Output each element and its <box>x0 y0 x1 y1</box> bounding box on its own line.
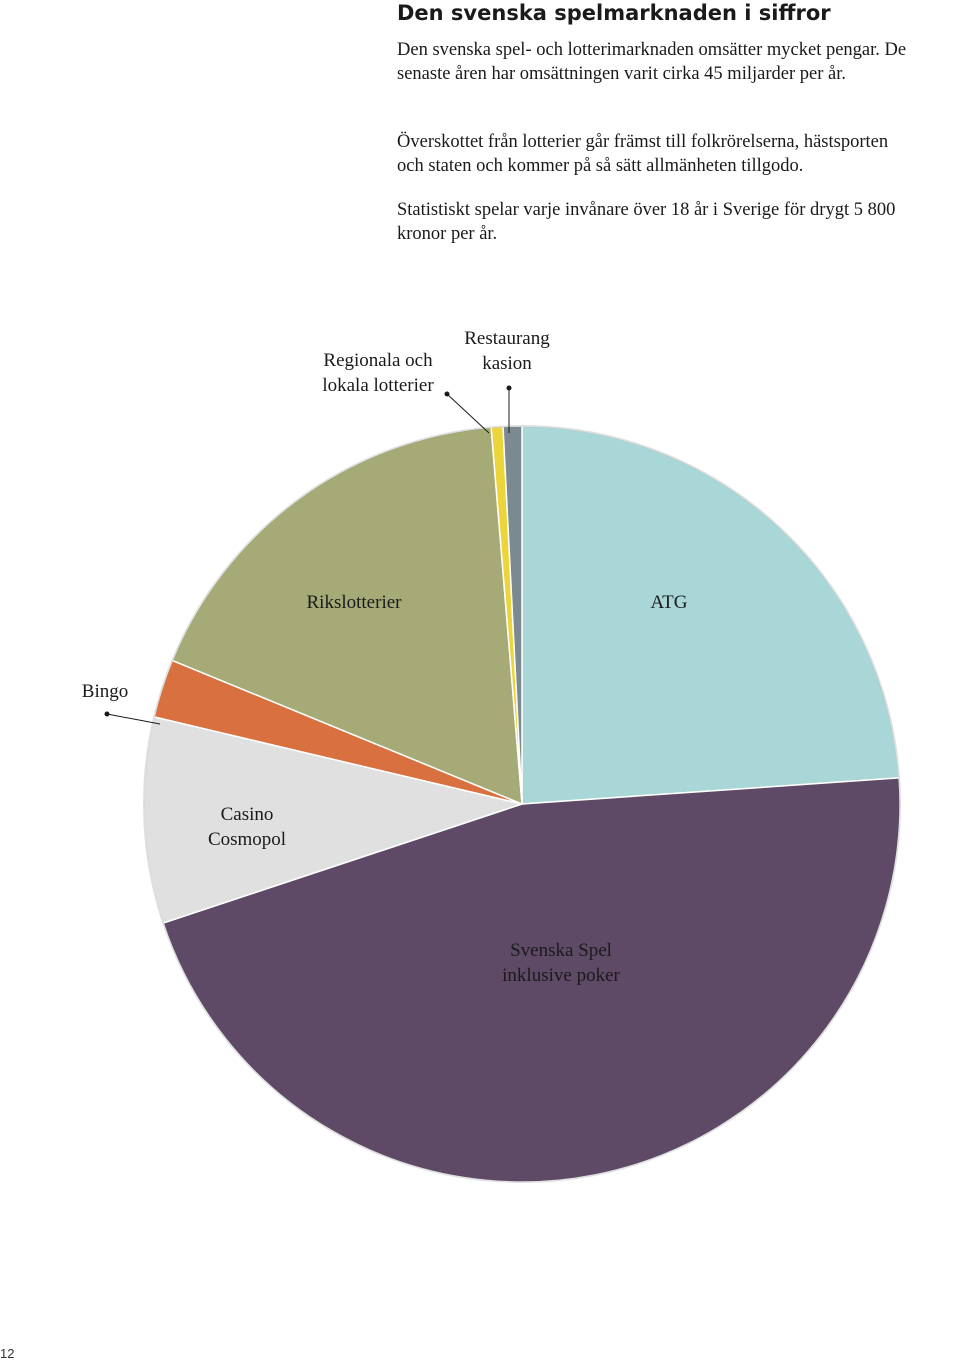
statistics-paragraph: Statistiskt spelar varje invånare över 1… <box>397 200 896 244</box>
leader-line-bingo <box>106 713 161 725</box>
label-regionala-och-lokala-lotterier: Regionala och lokala lotterier <box>322 350 434 396</box>
label-rikslotterier: Rikslotterier <box>307 592 403 613</box>
page-title: Den svenska spelmarknaden i siffror <box>397 1 831 25</box>
slice-restaurang-kasion <box>502 425 523 805</box>
label-casino-cosmopol: Casino Cosmopol <box>208 804 286 850</box>
pie-slices <box>143 425 901 1183</box>
leader-dot-regionala-och-lokala-lotterier <box>444 391 450 397</box>
slice-atg <box>521 425 900 805</box>
leader-dot-bingo <box>104 711 110 717</box>
slice-rikslotterier <box>171 426 523 806</box>
leader-line-regionala-och-lokala-lotterier <box>446 393 490 434</box>
label-svenska-spel-inklusive-poker: Svenska Spel inklusive poker <box>502 940 620 986</box>
label-bingo: Bingo <box>82 681 128 702</box>
slice-svenska-spel-inklusive-poker <box>162 777 901 1183</box>
pie-rim <box>143 425 901 1183</box>
slice-casino-cosmopol <box>143 716 525 925</box>
pie-labels: ATG Svenska Spel inklusive poker Casino Cosm… <box>82 328 688 986</box>
label-restaurang-kasion: Restaurang kasion <box>464 328 550 374</box>
label-atg: ATG <box>651 592 688 613</box>
leader-dot-restaurang-kasion <box>506 385 512 391</box>
intro-paragraph: Den svenska spel- och lotterimarknaden o… <box>397 40 907 84</box>
page-number: 12 <box>0 1346 15 1361</box>
surplus-paragraph: Överskottet från lotterier går främst ti… <box>397 132 889 176</box>
